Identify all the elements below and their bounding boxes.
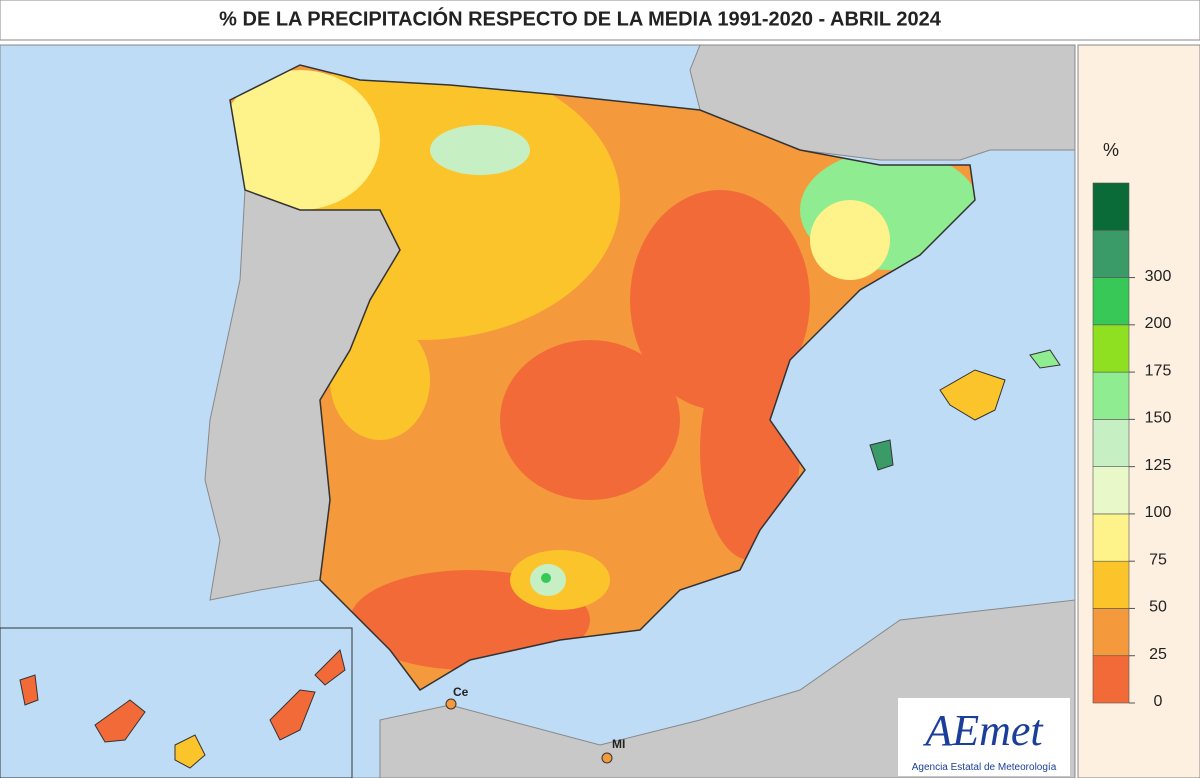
logo: AEmet [922, 706, 1044, 755]
ibiza [869, 439, 894, 471]
region-fill [500, 340, 680, 500]
france [689, 44, 1076, 161]
region-fill [430, 125, 530, 175]
island [174, 734, 206, 769]
legend-tick-label: 200 [1145, 315, 1172, 332]
place-label: MI [612, 737, 625, 751]
ceuta [445, 698, 457, 710]
legend-swatch [1092, 277, 1130, 326]
legend-tick-label: 150 [1145, 410, 1172, 427]
legend-swatch [1092, 466, 1130, 515]
legend-swatch [1092, 419, 1130, 467]
legend: 0 25 50 75 100 125 150 175 200 300 [1092, 182, 1172, 710]
menorca [1029, 349, 1061, 369]
title: % DE LA PRECIPITACIÓN RESPECTO DE LA MED… [219, 6, 942, 30]
island [94, 699, 146, 743]
legend-tick-label: 75 [1149, 551, 1167, 568]
region-fill [230, 70, 380, 210]
region-fill [700, 340, 800, 560]
island [314, 649, 346, 686]
legend-swatch [1092, 608, 1130, 657]
mallorca [939, 369, 1006, 421]
spain-outline [229, 64, 976, 691]
legend-tick-label: 100 [1145, 504, 1172, 521]
island [269, 689, 316, 741]
legend-tick-label: 300 [1145, 268, 1172, 285]
region-fill [541, 573, 551, 583]
logo-subtitle: Agencia Estatal de Meteorología [912, 762, 1057, 773]
legend-swatch [1092, 371, 1130, 420]
legend-tick-label: 175 [1145, 362, 1172, 379]
region-fill [330, 320, 430, 440]
title-bar [0, 0, 1200, 41]
melilla [601, 752, 613, 764]
legend-swatch [1092, 324, 1130, 373]
region-fill [810, 200, 890, 280]
legend-unit: % [1103, 140, 1119, 160]
legend-swatch [1092, 182, 1130, 231]
island [19, 674, 39, 706]
legend-tick-label: 125 [1145, 457, 1172, 474]
legend-tick-label: 25 [1149, 646, 1167, 663]
logo-box [898, 698, 1070, 776]
legend-tick-label: 50 [1149, 599, 1167, 616]
legend-swatch [1092, 229, 1130, 278]
legend-swatch [1092, 560, 1130, 609]
legend-tick-label: 0 [1154, 693, 1163, 710]
legend-swatch [1092, 655, 1130, 704]
place-label: Ce [453, 685, 469, 699]
legend-swatch [1092, 513, 1130, 562]
